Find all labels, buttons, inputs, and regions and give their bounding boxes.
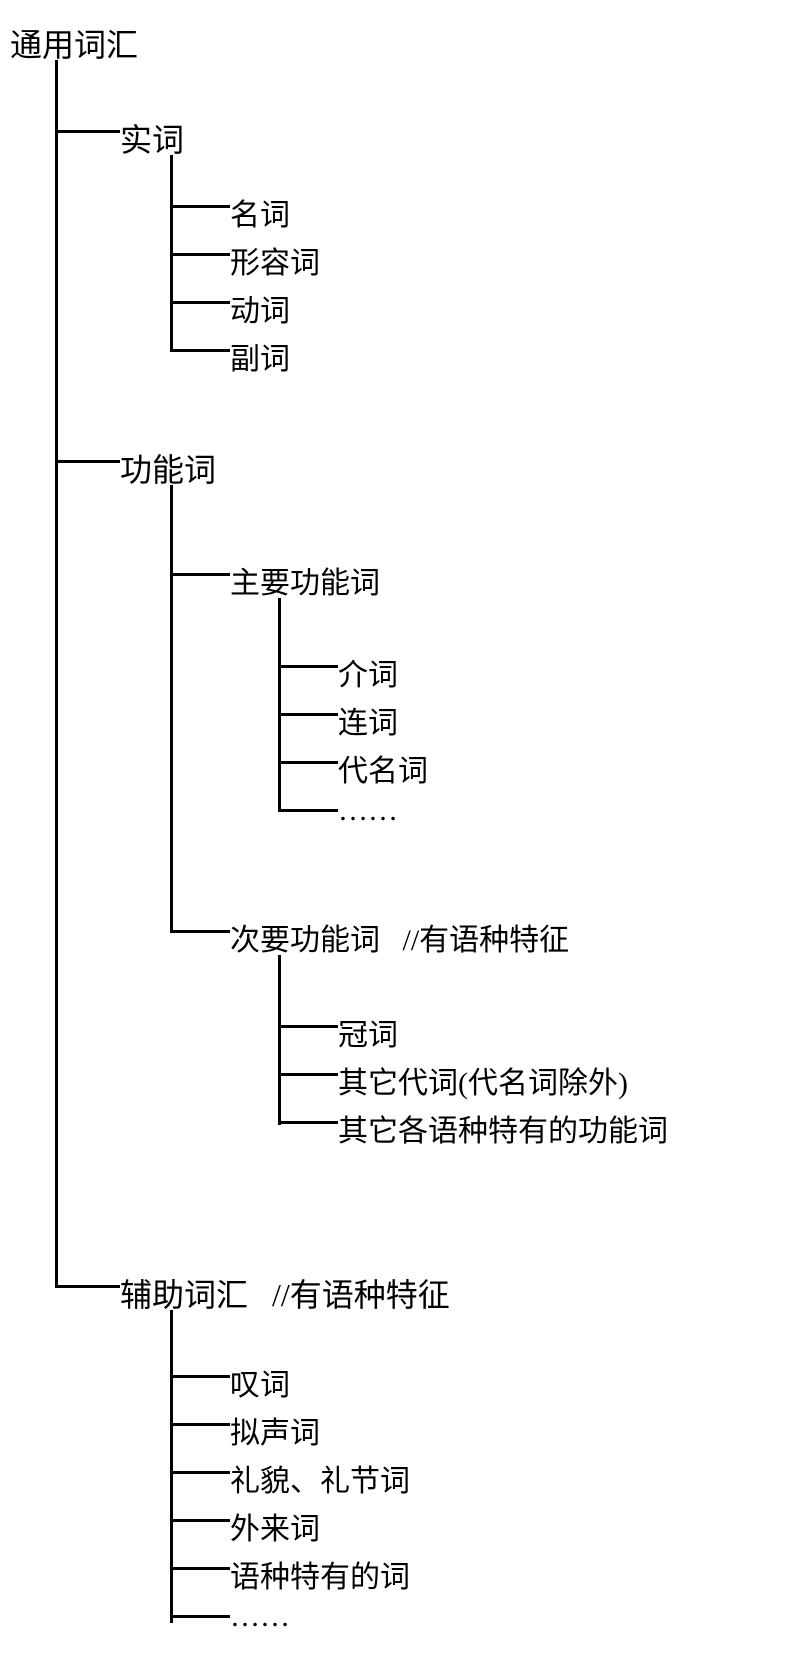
branch-ciyao-2 [278, 1121, 338, 1124]
node-zhuyao-0: 介词 [338, 650, 398, 694]
branch-fuzhu-2 [170, 1471, 230, 1474]
branch-fuzhu-3 [170, 1519, 230, 1522]
branch-fuzhu-0 [170, 1375, 230, 1378]
node-zhuyao-3: …… [338, 794, 398, 828]
node-shici-0: 名词 [230, 190, 290, 234]
branch-ciyao [170, 930, 230, 933]
trunk-gongneng [170, 485, 173, 930]
branch-ciyao-0 [278, 1025, 338, 1028]
node-shici-1: 形容词 [230, 238, 320, 282]
branch-fuzhu-1 [170, 1423, 230, 1426]
branch-zhuyao-3 [278, 809, 338, 812]
node-zhuyao-2: 代名词 [338, 746, 428, 790]
branch-zhuyao [170, 573, 230, 576]
node-shici-3: 副词 [230, 334, 290, 378]
node-ciyao-2: 其它各语种特有的功能词 [338, 1106, 668, 1150]
branch-shici-2 [170, 301, 230, 304]
node-fuzhu-0: 叹词 [230, 1360, 290, 1404]
trunk-ciyao [278, 955, 281, 1125]
branch-fuzhu-4 [170, 1567, 230, 1570]
trunk-main [55, 60, 58, 1285]
tree-diagram: 通用词汇实词名词形容词动词副词功能词主要功能词介词连词代名词 …… 次要功能词 //… [10, 10, 800, 1656]
node-fuzhu-1: 拟声词 [230, 1408, 320, 1452]
node-shici-2: 动词 [230, 286, 290, 330]
node-fuzhu-comment: //有语种特征 [248, 1277, 450, 1313]
node-ciyao-0: 冠词 [338, 1010, 398, 1054]
node-fuzhu-3: 外来词 [230, 1504, 320, 1548]
branch-shici-3 [170, 349, 230, 352]
branch-shici [55, 130, 120, 133]
trunk-fuzhu [170, 1310, 173, 1623]
node-fuzhu-4: 语种特有的词 [230, 1552, 410, 1596]
node-fuzhu-5: …… [230, 1600, 290, 1634]
branch-zhuyao-1 [278, 713, 338, 716]
node-shici: 实词 [120, 115, 184, 161]
branch-gongneng [55, 460, 120, 463]
node-ciyao: 次要功能词 //有语种特征 [230, 915, 569, 959]
root-node: 通用词汇 [10, 20, 138, 66]
branch-shici-0 [170, 205, 230, 208]
trunk-zhuyao [278, 598, 281, 810]
node-fuzhu-2: 礼貌、礼节词 [230, 1456, 410, 1500]
node-ciyao-comment: //有语种特征 [380, 924, 569, 957]
branch-fuzhu [55, 1285, 120, 1288]
branch-shici-1 [170, 253, 230, 256]
node-ciyao-1: 其它代词(代名词除外) [338, 1058, 628, 1102]
branch-zhuyao-2 [278, 761, 338, 764]
branch-zhuyao-0 [278, 665, 338, 668]
node-zhuyao-1: 连词 [338, 698, 398, 742]
node-gongneng: 功能词 [120, 445, 216, 491]
branch-fuzhu-5 [170, 1615, 230, 1618]
node-zhuyao: 主要功能词 [230, 558, 380, 602]
branch-ciyao-1 [278, 1073, 338, 1076]
